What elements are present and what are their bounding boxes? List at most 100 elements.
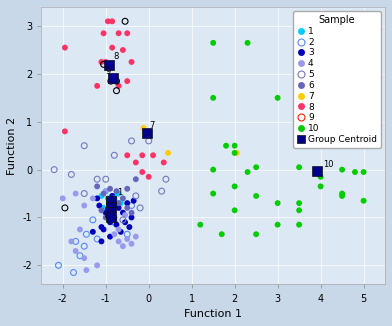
Point: [100, 62, 107, 67]
Point: [296, 165, 302, 170]
Point: [109, 193, 115, 199]
Point: [113, 222, 120, 227]
Point: [81, 191, 87, 196]
Point: [111, 76, 118, 81]
Point: [94, 177, 100, 182]
Point: [244, 40, 250, 45]
Point: [131, 198, 137, 203]
Text: 7: 7: [150, 121, 155, 130]
Point: [219, 231, 225, 237]
Point: [122, 220, 128, 225]
Point: [118, 200, 124, 206]
Point: [62, 129, 68, 134]
Point: [232, 143, 238, 148]
Point: [105, 19, 111, 24]
Point: [223, 143, 229, 148]
Point: [113, 188, 120, 194]
Point: [103, 59, 109, 65]
Point: [210, 167, 216, 172]
Point: [111, 193, 118, 199]
Point: [94, 236, 100, 242]
Point: [113, 88, 120, 93]
Point: [98, 208, 105, 213]
Point: [318, 174, 324, 179]
Point: [109, 198, 115, 203]
Point: [103, 210, 109, 215]
Point: [107, 220, 113, 225]
Point: [113, 79, 120, 84]
Point: [274, 95, 281, 100]
Point: [62, 205, 68, 211]
Point: [145, 138, 152, 143]
Point: [98, 59, 105, 65]
Point: [98, 239, 105, 244]
Point: [232, 184, 238, 189]
Point: [103, 188, 109, 194]
Point: [126, 224, 132, 230]
Point: [113, 200, 120, 206]
Point: [296, 222, 302, 227]
Point: [73, 248, 79, 254]
Point: [232, 150, 238, 156]
Point: [109, 217, 115, 222]
Point: [161, 160, 167, 165]
Point: [132, 234, 139, 239]
Point: [71, 270, 77, 275]
Point: [158, 188, 165, 194]
Point: [107, 234, 113, 239]
Point: [81, 256, 87, 261]
Point: [111, 153, 118, 158]
Point: [232, 208, 238, 213]
Point: [60, 196, 66, 201]
Point: [274, 222, 281, 227]
Point: [107, 186, 113, 191]
Point: [120, 196, 126, 201]
Text: 10: 10: [323, 160, 333, 169]
Point: [132, 160, 139, 165]
Point: [103, 177, 109, 182]
Point: [139, 153, 145, 158]
Text: 9: 9: [105, 67, 111, 76]
Point: [111, 215, 118, 220]
Point: [98, 193, 105, 199]
Point: [129, 210, 135, 215]
Point: [94, 263, 100, 268]
Point: [83, 268, 89, 273]
Point: [132, 193, 139, 199]
Point: [122, 213, 128, 218]
Point: [210, 95, 216, 100]
Point: [118, 229, 124, 234]
Point: [132, 177, 139, 182]
Point: [98, 224, 105, 230]
Point: [129, 241, 135, 246]
Point: [68, 239, 74, 244]
Point: [108, 79, 114, 84]
Point: [109, 45, 115, 50]
Point: [77, 227, 83, 232]
Text: 8: 8: [113, 52, 119, 61]
Point: [124, 153, 131, 158]
Point: [129, 203, 135, 208]
Point: [197, 222, 203, 227]
Point: [81, 203, 87, 208]
Point: [360, 198, 367, 203]
Point: [140, 126, 147, 131]
Point: [124, 31, 131, 36]
Point: [339, 191, 345, 196]
Point: [339, 193, 345, 199]
Point: [111, 231, 118, 237]
Point: [150, 153, 156, 158]
Point: [107, 203, 113, 208]
Point: [253, 231, 259, 237]
Point: [253, 193, 259, 199]
Point: [90, 229, 96, 234]
Point: [244, 170, 250, 175]
Point: [274, 200, 281, 206]
Point: [296, 208, 302, 213]
Point: [105, 196, 111, 201]
Point: [55, 263, 62, 268]
Point: [120, 244, 126, 249]
Point: [339, 105, 345, 110]
Point: [124, 186, 131, 191]
Point: [122, 19, 128, 24]
